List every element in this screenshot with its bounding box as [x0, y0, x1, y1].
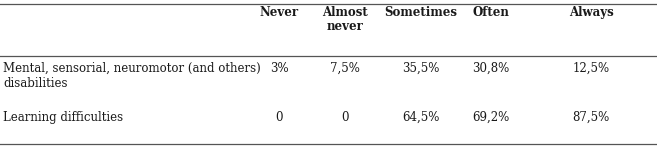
Text: Sometimes: Sometimes — [384, 6, 457, 19]
Text: 69,2%: 69,2% — [472, 111, 510, 124]
Text: 87,5%: 87,5% — [573, 111, 610, 124]
Text: 12,5%: 12,5% — [573, 62, 610, 75]
Text: Almost
never: Almost never — [322, 6, 368, 33]
Text: 0: 0 — [275, 111, 283, 124]
Text: 0: 0 — [341, 111, 349, 124]
Text: 64,5%: 64,5% — [402, 111, 439, 124]
Text: 7,5%: 7,5% — [330, 62, 360, 75]
Text: Never: Never — [260, 6, 299, 19]
Text: Always: Always — [569, 6, 614, 19]
Text: 30,8%: 30,8% — [472, 62, 510, 75]
Text: Learning difficulties: Learning difficulties — [3, 111, 124, 124]
Text: Often: Often — [472, 6, 510, 19]
Text: 3%: 3% — [270, 62, 288, 75]
Text: Mental, sensorial, neuromotor (and others)
disabilities: Mental, sensorial, neuromotor (and other… — [3, 62, 261, 90]
Text: 35,5%: 35,5% — [402, 62, 439, 75]
